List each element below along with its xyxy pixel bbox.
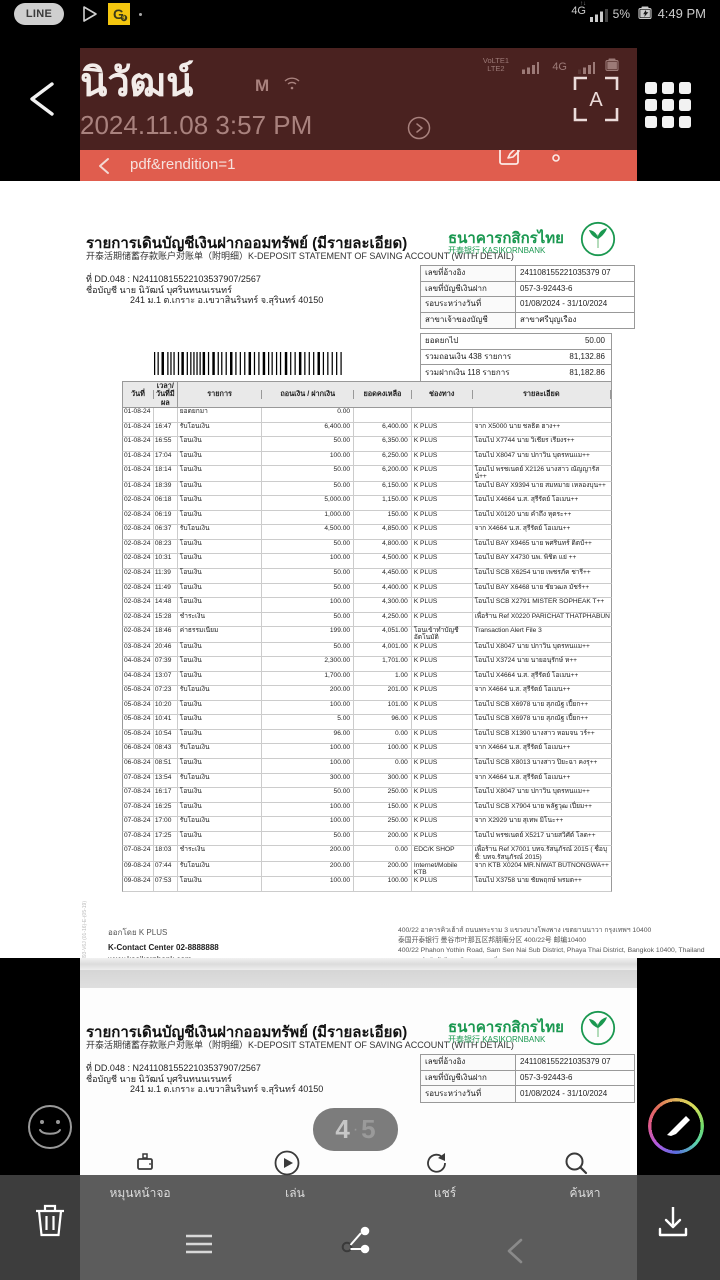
svg-text:A: A bbox=[589, 89, 603, 111]
svg-text:9: 9 bbox=[122, 15, 125, 21]
